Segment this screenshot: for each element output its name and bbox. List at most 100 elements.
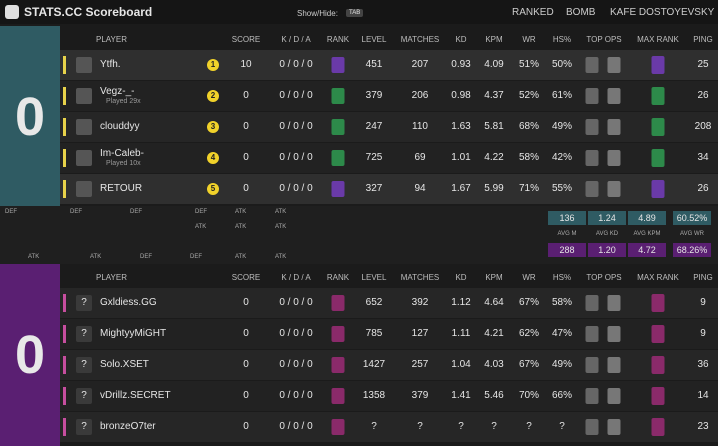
avg-team2: 4.72 <box>628 243 666 257</box>
stat-matches: ? <box>417 421 423 432</box>
stat-kpm: 4.03 <box>484 359 504 370</box>
show-hide: Show/Hide: <box>297 9 338 18</box>
stat-hs: 50% <box>551 59 573 70</box>
stat-score: 0 <box>243 359 249 370</box>
top-op-icon <box>607 119 621 135</box>
stat-matches: 206 <box>411 90 429 101</box>
stat-kda: 0 / 0 / 0 <box>279 390 313 401</box>
top-op-icon <box>607 326 621 342</box>
stat-score: 0 <box>243 328 249 339</box>
stat-kpm: ? <box>491 421 497 432</box>
rank-icon <box>331 181 345 197</box>
max-rank-icon <box>651 325 665 343</box>
avatar <box>76 150 92 166</box>
column-header: MATCHES <box>400 35 440 44</box>
top-op-icon <box>607 295 621 311</box>
column-header: KD <box>455 273 467 282</box>
position-badge: 2 <box>207 90 219 102</box>
round-side: DEF <box>5 209 17 215</box>
round-side: DEF <box>140 254 152 260</box>
round-side: ATK <box>275 224 287 230</box>
stat-level: 247 <box>365 121 383 132</box>
max-rank-icon <box>651 56 665 74</box>
rank-icon <box>331 326 345 342</box>
round-side: ATK <box>28 254 40 260</box>
top-op-icon <box>585 326 599 342</box>
stat-kd: 0.93 <box>451 59 471 70</box>
position-badge: 5 <box>207 183 219 195</box>
row-edge <box>63 356 66 374</box>
player-name: Ytfh. <box>100 59 121 70</box>
column-header: PLAYER <box>96 35 127 44</box>
stat-ping: 9 <box>700 297 706 308</box>
column-header: SCORE <box>231 273 261 282</box>
title: STATS.CC Scoreboard <box>24 5 153 19</box>
column-header: MAX RANK <box>637 273 679 282</box>
column-header: HS% <box>552 35 572 44</box>
avatar <box>76 419 92 435</box>
avg-team1: 60.52% <box>673 211 711 225</box>
player-name: bronzeO7ter <box>100 421 156 432</box>
stat-ping: 25 <box>697 59 709 70</box>
stat-level: 652 <box>365 297 383 308</box>
avatar <box>76 57 92 73</box>
stat-matches: 257 <box>411 359 429 370</box>
row-edge <box>63 56 66 74</box>
avg-label: AVG M <box>557 231 577 237</box>
stat-ping: 26 <box>697 90 709 101</box>
stat-ping: 26 <box>697 183 709 194</box>
stat-wr: 68% <box>518 121 540 132</box>
top-op-icon <box>607 88 621 104</box>
top-op-icon <box>585 357 599 373</box>
max-rank-icon <box>651 149 665 167</box>
stat-matches: 110 <box>412 121 428 132</box>
player-row: 5 RETOUR 0 0 / 0 / 0 327 94 1.67 5.99 71% 55% 26 <box>60 174 718 204</box>
avg-team2: 68.26% <box>673 243 711 257</box>
avg-team1: 136 <box>548 211 586 225</box>
team-panel <box>0 26 60 206</box>
avatar <box>76 326 92 342</box>
position-badge: 4 <box>207 152 219 164</box>
stat-score: 0 <box>243 297 249 308</box>
row-edge <box>63 294 66 312</box>
avatar-text: ? <box>81 421 87 432</box>
stat-matches: 392 <box>411 297 429 308</box>
top-op-icon <box>585 150 599 166</box>
stat-hs: 49% <box>551 121 573 132</box>
player-row: ? bronzeO7ter 0 0 / 0 / 0?????? 23 <box>60 412 718 442</box>
stat-ping: 208 <box>694 121 712 132</box>
avatar-text: ? <box>81 359 87 370</box>
stat-kpm: 5.81 <box>484 121 504 132</box>
stat-kd: 1.67 <box>451 183 471 194</box>
stat-wr: 70% <box>518 390 540 401</box>
player-row: ? Gxldiess.GG 0 0 / 0 / 0 652 392 1.12 4.64 67% 5… <box>60 288 718 318</box>
stat-kda: 0 / 0 / 0 <box>279 297 313 308</box>
stat-kda: 0 / 0 / 0 <box>279 328 313 339</box>
top-op-icon <box>607 388 621 404</box>
row-edge <box>63 118 66 136</box>
column-header: KPM <box>485 273 503 282</box>
row-edge <box>63 418 66 436</box>
type: BOMB <box>566 7 596 18</box>
stat-score: 0 <box>243 152 249 163</box>
avg-team2: 1.20 <box>588 243 626 257</box>
rank-icon <box>331 119 345 135</box>
team-score: 0 <box>14 87 46 147</box>
player-row: 3 clouddyy 0 0 / 0 / 0 247 110 1.63 5.81 68% 49% 2… <box>60 112 718 142</box>
round-side: ATK <box>275 209 287 215</box>
stat-matches: 379 <box>411 390 429 401</box>
column-header: SCORE <box>231 35 261 44</box>
team-panel <box>0 264 60 446</box>
row-edge <box>63 180 66 198</box>
position-badge: 1 <box>207 59 219 71</box>
rank-icon <box>331 295 345 311</box>
stat-wr: 67% <box>518 359 540 370</box>
round-side: DEF <box>70 209 82 215</box>
top-op-icon <box>585 181 599 197</box>
round-side: DEF <box>195 209 207 215</box>
column-header: PLAYER <box>96 273 127 282</box>
max-rank-icon <box>651 418 665 436</box>
stat-score: 0 <box>243 421 249 432</box>
row-edge <box>63 325 66 343</box>
avatar-text: ? <box>81 297 87 308</box>
